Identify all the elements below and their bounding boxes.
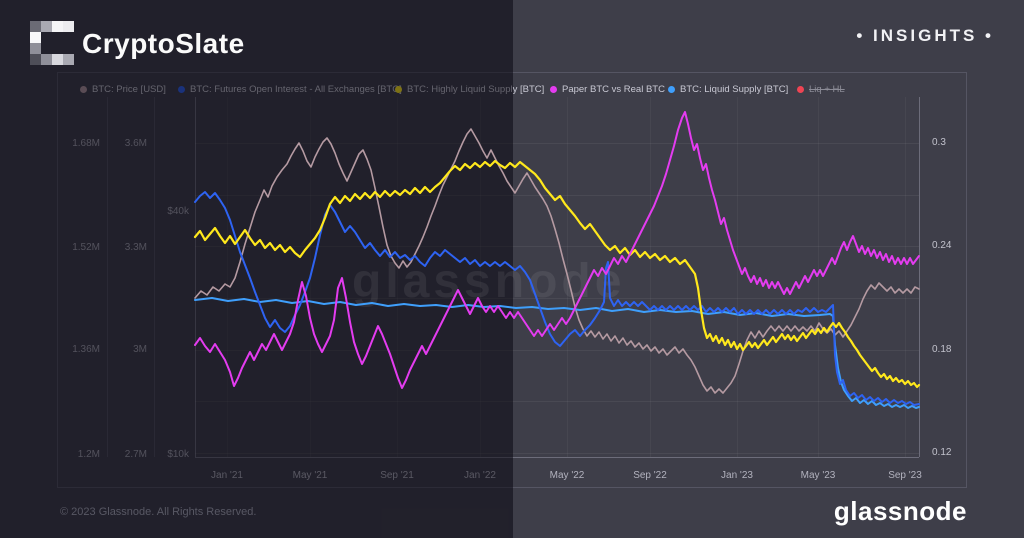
gridline-horizontal — [195, 298, 919, 299]
x-axis-label: Sep '23 — [888, 470, 922, 481]
gridline-vertical — [818, 97, 819, 457]
legend-item-liq-hl[interactable]: Liq + HL — [797, 83, 845, 95]
gridline-horizontal — [195, 453, 919, 454]
x-axis-label: Sep '22 — [633, 470, 667, 481]
y-axis-label-right: 0.3 — [932, 137, 946, 148]
copyright-text: © 2023 Glassnode. All Rights Reserved. — [60, 506, 257, 518]
glassnode-wordmark: glassnode — [833, 496, 967, 526]
legend-dot-liquid-supply — [668, 85, 675, 93]
gridline-horizontal — [195, 246, 919, 247]
gridline-horizontal — [195, 350, 919, 351]
y-axis-label-right: 0.24 — [932, 240, 952, 251]
gridline-vertical — [737, 97, 738, 457]
x-axis-label: Jan '23 — [721, 470, 753, 481]
legend-label-liq-hl: Liq + HL — [809, 83, 845, 95]
gridline-vertical — [650, 97, 651, 457]
axis-line — [919, 97, 920, 457]
axis-line — [195, 457, 919, 458]
gridline-horizontal — [195, 401, 919, 402]
legend-item-liquid-supply[interactable]: BTC: Liquid Supply [BTC] — [668, 83, 788, 95]
y-axis-label-right: 0.12 — [932, 447, 952, 458]
x-axis-label: May '22 — [549, 470, 585, 481]
legend-label-paper-vs-real: Paper BTC vs Real BTC — [562, 83, 665, 95]
legend-item-paper-vs-real[interactable]: Paper BTC vs Real BTC — [550, 83, 665, 95]
gridline-horizontal — [195, 143, 919, 144]
gridline-vertical — [905, 97, 906, 457]
legend-label-liquid-supply: BTC: Liquid Supply [BTC] — [680, 83, 789, 95]
insights-badge: • INSIGHTS • — [856, 26, 994, 45]
y-axis-label-right: 0.18 — [932, 344, 952, 355]
legend-dot-paper-vs-real — [550, 85, 557, 93]
gridline-horizontal — [195, 195, 919, 196]
legend-dot-liq-hl — [797, 85, 804, 93]
x-axis-label: May '23 — [800, 470, 836, 481]
